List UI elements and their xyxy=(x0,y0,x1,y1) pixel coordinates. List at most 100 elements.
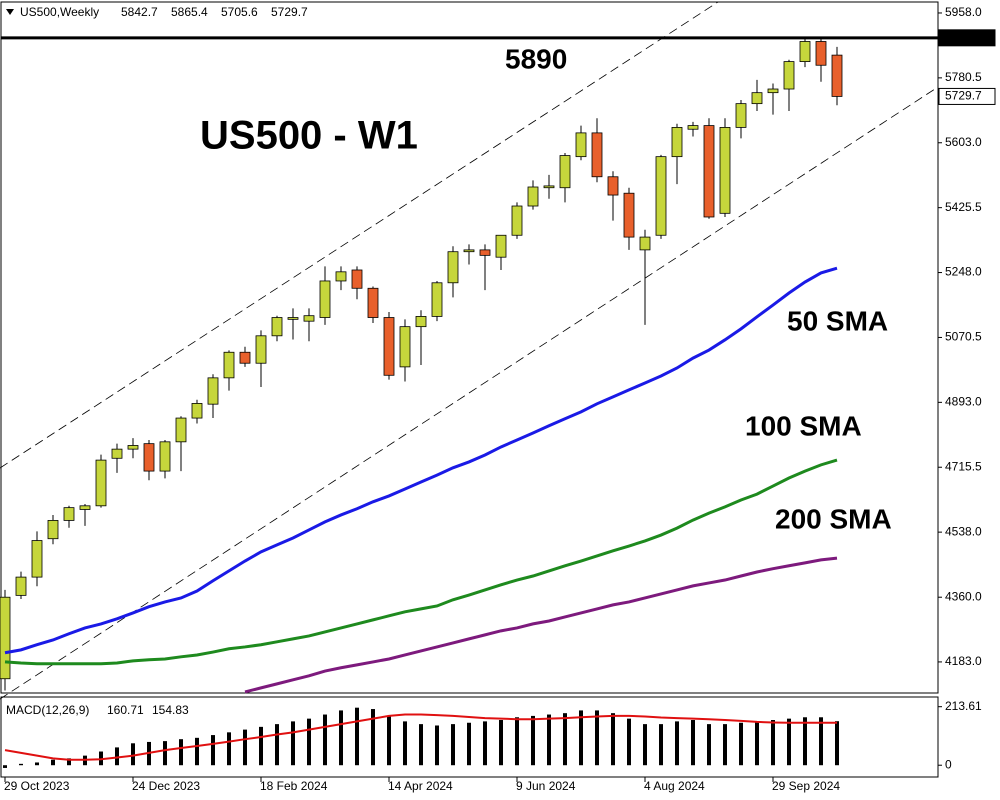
candle-body xyxy=(767,88,779,94)
y-tick-label: 5603.0 xyxy=(945,135,982,149)
macd-bar xyxy=(163,741,167,766)
x-tick-label: 4 Aug 2024 xyxy=(644,779,705,793)
sma-line xyxy=(244,556,838,694)
x-tick-label: 29 Oct 2023 xyxy=(4,779,70,793)
macd-bar xyxy=(467,722,471,766)
macd-bar xyxy=(819,717,823,766)
macd-bar xyxy=(771,720,775,766)
macd-bar xyxy=(195,737,199,766)
header-open: 5842.7 xyxy=(121,5,158,19)
candle-body xyxy=(623,192,635,238)
x-tick-label: 29 Sep 2024 xyxy=(772,779,840,793)
candle-body xyxy=(31,540,43,578)
candle-body xyxy=(63,507,75,521)
header-high: 5865.4 xyxy=(171,5,208,19)
candle-body xyxy=(15,576,27,596)
price-tag-label: 5890.0 xyxy=(945,30,982,44)
macd-bar xyxy=(595,710,599,766)
sma-label: 50 SMA xyxy=(787,305,888,336)
candle-body xyxy=(191,403,203,419)
macd-bar xyxy=(739,722,743,766)
y-tick-label: 5070.5 xyxy=(945,330,982,344)
macd-bar xyxy=(387,715,391,766)
candle-body xyxy=(559,155,571,189)
macd-value: 160.71 xyxy=(107,703,144,717)
candle-body xyxy=(271,317,283,337)
macd-bar xyxy=(35,762,39,766)
candle-body xyxy=(367,287,379,318)
macd-pane xyxy=(0,696,939,778)
candle-body xyxy=(671,127,683,158)
candle-body xyxy=(783,61,795,90)
macd-bar xyxy=(339,710,343,766)
header-low: 5705.6 xyxy=(221,5,258,19)
signal-line xyxy=(4,713,838,761)
candle-body xyxy=(463,249,475,253)
macd-bar xyxy=(179,739,183,766)
annotation-title: US500 - W1 xyxy=(200,114,418,158)
macd-bar xyxy=(659,724,663,766)
candle-body xyxy=(751,92,763,105)
macd-bar xyxy=(3,765,7,768)
macd-bar xyxy=(691,720,695,766)
macd-bar xyxy=(835,721,839,766)
candle-body xyxy=(127,445,139,450)
candle-body xyxy=(383,317,395,376)
annotation: 5890 xyxy=(505,43,567,74)
candle-body xyxy=(319,280,331,318)
candle-body xyxy=(143,443,155,472)
price-tag-label: 5729.7 xyxy=(945,89,982,103)
macd-bar xyxy=(611,713,615,766)
channel-upper xyxy=(0,1,719,469)
macd-bar xyxy=(323,714,327,766)
macd-bar xyxy=(547,714,551,766)
menu-arrow[interactable] xyxy=(6,9,14,15)
macd-bar xyxy=(499,720,503,766)
candle-body xyxy=(719,127,731,214)
candle-body xyxy=(655,156,667,236)
x-tick-label: 24 Dec 2023 xyxy=(132,779,200,793)
sma-label: 100 SMA xyxy=(745,410,862,441)
macd-signal-value: 154.83 xyxy=(152,703,189,717)
candle-body xyxy=(703,125,715,218)
x-tick-label: 18 Feb 2024 xyxy=(260,779,328,793)
macd-bar xyxy=(19,763,23,766)
candle-body xyxy=(303,315,315,322)
macd-bar xyxy=(275,724,279,766)
candle-body xyxy=(255,335,267,364)
macd-bar xyxy=(131,743,135,766)
macd-bar xyxy=(419,724,423,766)
candle-body xyxy=(735,103,747,128)
macd-bar xyxy=(643,724,647,766)
macd-bar xyxy=(291,721,295,766)
candle-body xyxy=(543,185,555,189)
candle-body xyxy=(351,269,363,289)
candle-body xyxy=(687,125,699,130)
candle-body xyxy=(527,186,539,207)
candle-body xyxy=(175,417,187,443)
macd-bar xyxy=(723,724,727,766)
macd-bar xyxy=(579,710,583,766)
main-pane xyxy=(0,1,939,694)
sma-label: 200 SMA xyxy=(775,503,892,534)
candle-body xyxy=(799,41,811,62)
candle-body xyxy=(575,132,587,158)
y-tick-label: 5248.0 xyxy=(945,265,982,279)
candle-body xyxy=(335,271,347,282)
y-tick-label: 4360.0 xyxy=(945,589,982,603)
candle-body xyxy=(159,441,171,472)
header-close: 5729.7 xyxy=(271,5,308,19)
candle-body xyxy=(0,596,11,680)
macd-bar xyxy=(243,729,247,766)
macd-bar xyxy=(627,718,631,766)
macd-bar xyxy=(755,721,759,766)
macd-bar xyxy=(675,721,679,766)
y-tick-label: 4893.0 xyxy=(945,395,982,409)
candle-body xyxy=(79,505,91,510)
candle-body xyxy=(95,459,107,507)
macd-bar xyxy=(435,725,439,766)
candle-body xyxy=(815,41,827,66)
candle-body xyxy=(415,316,427,328)
macd-title: MACD(12,26,9) xyxy=(6,703,89,717)
